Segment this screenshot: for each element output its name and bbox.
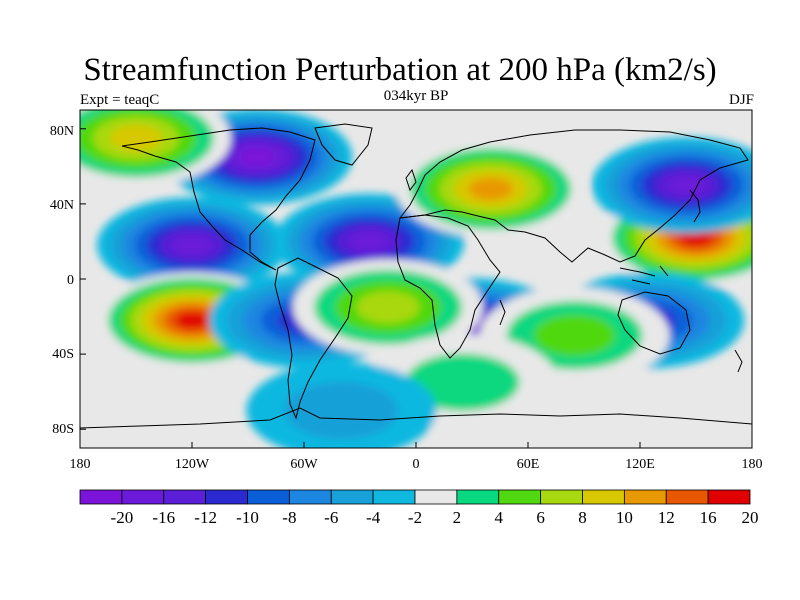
lon-label: 180 (741, 457, 763, 472)
colorbar-label: 4 (494, 508, 504, 527)
colorbar-label: -20 (110, 508, 134, 527)
contour-band (350, 231, 389, 252)
contour-band (679, 229, 713, 247)
colorbar-label: 10 (615, 508, 633, 527)
colorbar-label: -16 (152, 508, 176, 527)
contour-field (80, 110, 752, 448)
coast-africa (395, 214, 501, 359)
colorbar-swatch (665, 489, 709, 505)
colorbar-swatch (540, 489, 583, 505)
colorbar-label: 6 (536, 508, 545, 527)
colorbar-label: -2 (407, 508, 423, 527)
lon-label: 120E (625, 457, 655, 472)
lat-label: 40S (52, 347, 74, 362)
coast-greenland (314, 123, 373, 166)
colorbar-label: 20 (741, 508, 759, 527)
colorbar-swatch (330, 489, 374, 505)
colorbar-swatch (79, 489, 123, 505)
lon-label: 60W (290, 457, 318, 472)
colorbar-label: -10 (236, 508, 259, 527)
colorbar-swatch (121, 489, 165, 505)
contour-band (533, 314, 616, 356)
coast-japan (689, 189, 701, 223)
colorbar-label: -8 (282, 508, 297, 527)
colorbar-swatch (456, 489, 500, 505)
colorbar-swatch (707, 489, 751, 505)
coast-australia (617, 291, 691, 355)
colorbar (79, 489, 751, 505)
lat-label: 40N (49, 198, 74, 213)
lon-label: 120W (174, 457, 210, 472)
coast-indonesia (619, 265, 669, 285)
coast-europe-asia (398, 129, 749, 263)
colorbar-swatch (247, 489, 290, 505)
colorbar-label: 2 (452, 508, 462, 527)
colorbar-label: -12 (194, 508, 217, 527)
colorbar-label: 16 (699, 508, 717, 527)
colorbar-swatch (623, 489, 667, 505)
contour-band (175, 311, 209, 329)
lat-label: 0 (67, 273, 74, 288)
colorbar-label: -4 (366, 508, 381, 527)
contour-band (110, 125, 162, 152)
contour-band (173, 235, 211, 255)
coast-south-america (274, 257, 353, 420)
lat-label: 80N (49, 124, 74, 139)
colorbar-label: 8 (578, 508, 587, 527)
coastlines (80, 123, 752, 429)
coast-newzealand (734, 349, 743, 373)
axis-ticks (79, 128, 753, 448)
colorbar-swatch (582, 489, 625, 505)
coast-antarctica (80, 407, 752, 429)
contour-band (405, 353, 520, 412)
coast-madagascar (499, 299, 506, 326)
lat-label: 80S (52, 422, 74, 437)
experiment-label: Expt = teaqC (80, 92, 160, 108)
coast-north-america (121, 127, 316, 271)
colorbar-label: -6 (324, 508, 339, 527)
colorbar-label: 12 (657, 508, 675, 527)
season-label: DJF (728, 92, 754, 108)
contour-band (468, 177, 513, 200)
colorbar-swatch (205, 489, 248, 505)
coast-uk (405, 168, 417, 192)
colorbar-swatch (288, 489, 332, 505)
lon-label: 180 (69, 457, 91, 472)
map-title: Streamfunction Perturbation at 200 hPa (… (83, 52, 717, 88)
contour-band (667, 175, 706, 195)
contour-band (240, 148, 275, 166)
lon-label: 60E (516, 457, 540, 472)
colorbar-swatch (498, 489, 542, 505)
colorbar-swatch (414, 489, 458, 505)
colorbar-swatch (372, 489, 416, 505)
contour-band (356, 291, 420, 324)
lon-label: 0 (412, 457, 420, 472)
colorbar-swatch (163, 489, 207, 505)
time-label: 034kyr BP (383, 88, 449, 104)
contour-band (284, 381, 399, 440)
